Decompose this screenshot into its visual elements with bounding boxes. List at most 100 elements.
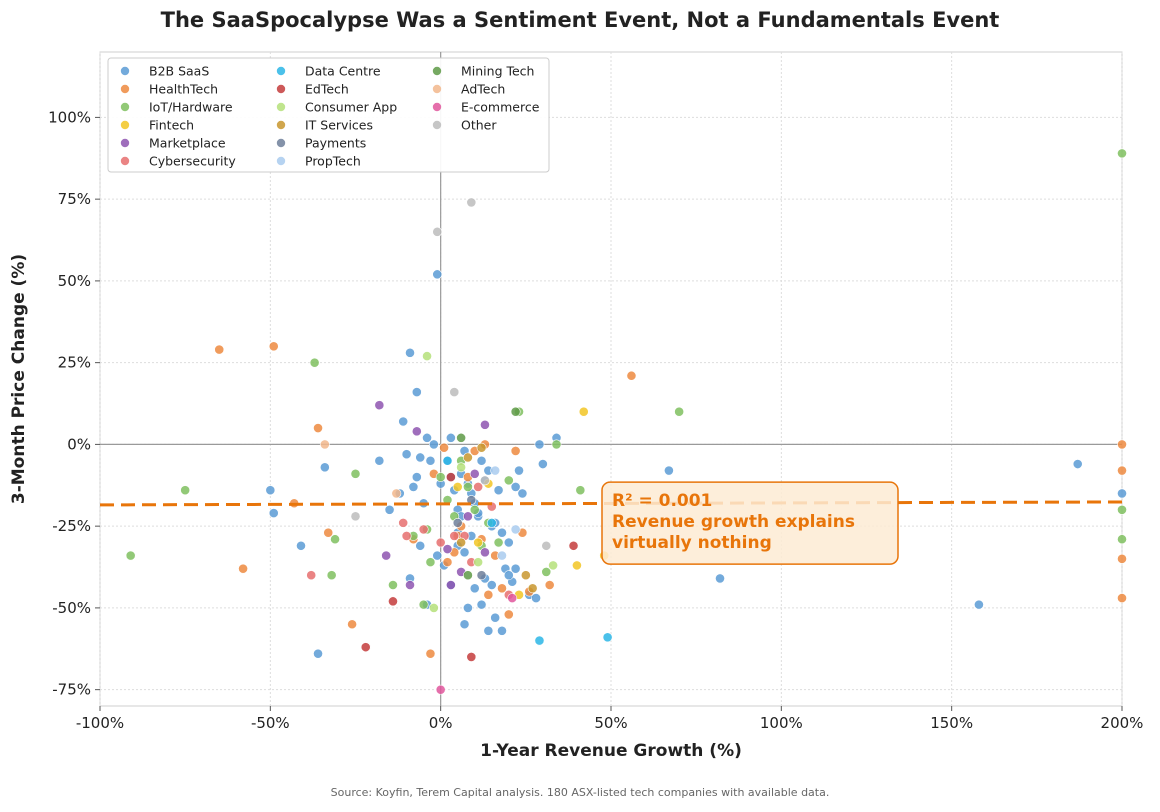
data-point xyxy=(674,406,685,417)
data-point xyxy=(319,439,330,450)
data-point xyxy=(544,580,555,590)
data-point xyxy=(422,432,432,443)
data-point xyxy=(350,511,361,522)
data-point xyxy=(537,459,548,469)
legend-label: Fintech xyxy=(149,118,194,133)
legend-label: Cybersecurity xyxy=(149,154,236,169)
data-point xyxy=(480,547,490,558)
data-point xyxy=(445,580,456,590)
data-point xyxy=(388,596,398,607)
data-point xyxy=(360,642,371,653)
x-tick-label: -100% xyxy=(76,714,124,732)
legend-marker xyxy=(432,84,442,94)
data-point xyxy=(483,625,494,636)
data-point xyxy=(350,468,361,479)
data-point xyxy=(238,563,248,574)
data-point xyxy=(503,609,514,620)
data-point xyxy=(510,482,521,492)
data-point xyxy=(476,442,487,453)
data-point xyxy=(456,432,467,443)
data-point xyxy=(715,573,725,584)
legend-label: HealthTech xyxy=(149,82,218,97)
data-point xyxy=(476,599,487,610)
data-point xyxy=(418,599,429,610)
data-point xyxy=(456,462,467,473)
data-point xyxy=(476,455,487,466)
legend-label: Data Centre xyxy=(305,64,381,79)
data-point xyxy=(449,531,460,541)
data-point xyxy=(469,468,480,479)
data-point xyxy=(1117,439,1127,450)
data-point xyxy=(480,419,490,430)
data-point xyxy=(418,524,429,535)
data-point xyxy=(664,465,674,476)
data-point xyxy=(313,648,323,659)
data-point xyxy=(1117,504,1127,515)
annotation-box xyxy=(601,481,899,565)
legend-marker xyxy=(432,102,442,112)
data-point xyxy=(391,488,402,499)
y-tick-label: 75% xyxy=(58,190,91,208)
legend-label: EdTech xyxy=(305,82,349,97)
data-point xyxy=(411,472,422,482)
data-point xyxy=(442,557,453,568)
data-point xyxy=(507,593,518,603)
data-point xyxy=(347,619,357,630)
data-point xyxy=(1117,465,1127,476)
data-point xyxy=(541,540,552,551)
data-point xyxy=(306,570,317,581)
data-point xyxy=(503,570,514,581)
legend: B2B SaaS HealthTech IoT/Hardware Fintech Mar… xyxy=(107,57,550,173)
data-point xyxy=(463,570,473,581)
data-point xyxy=(442,455,453,466)
data-point xyxy=(473,557,484,568)
data-point xyxy=(548,560,558,571)
data-point xyxy=(296,540,306,551)
data-point xyxy=(490,612,501,623)
legend-label: B2B SaaS xyxy=(149,64,209,79)
data-point xyxy=(1117,593,1127,603)
source-note: Source: Koyfin, Terem Capital analysis. … xyxy=(330,786,830,799)
legend-label: Other xyxy=(461,118,497,133)
legend-label: Payments xyxy=(305,136,366,151)
data-point xyxy=(1117,488,1127,499)
data-point xyxy=(473,482,484,492)
data-point xyxy=(510,524,521,535)
annotation-text: Revenue growth explains xyxy=(612,512,855,532)
data-point xyxy=(493,485,504,496)
legend-marker xyxy=(120,138,130,148)
data-point xyxy=(309,357,320,368)
data-point xyxy=(480,475,490,486)
data-point xyxy=(463,452,473,463)
legend-label: Mining Tech xyxy=(461,64,534,79)
data-point xyxy=(180,485,191,496)
data-point xyxy=(469,583,480,594)
data-point xyxy=(435,472,446,482)
data-point xyxy=(466,495,477,505)
chart-title: The SaaSpocalypse Was a Sentiment Event,… xyxy=(160,8,1000,32)
data-point xyxy=(456,537,467,548)
data-point xyxy=(445,472,456,482)
data-point xyxy=(1117,148,1127,159)
data-points xyxy=(125,148,1127,695)
y-tick-label: 25% xyxy=(58,354,91,372)
data-point xyxy=(445,432,456,443)
data-point xyxy=(541,567,552,577)
data-point xyxy=(428,603,439,613)
data-point xyxy=(401,531,412,541)
data-point xyxy=(1117,534,1127,545)
legend-label: IoT/Hardware xyxy=(149,100,233,115)
data-point xyxy=(330,534,340,545)
data-point xyxy=(432,269,443,280)
data-point xyxy=(531,593,541,603)
data-point xyxy=(398,416,409,427)
y-tick-label: 50% xyxy=(58,272,91,290)
data-point xyxy=(510,446,521,456)
data-point xyxy=(463,511,473,522)
data-point xyxy=(432,226,443,237)
data-point xyxy=(520,570,531,581)
data-point xyxy=(1072,459,1083,469)
data-point xyxy=(463,603,473,613)
data-point xyxy=(323,527,334,538)
